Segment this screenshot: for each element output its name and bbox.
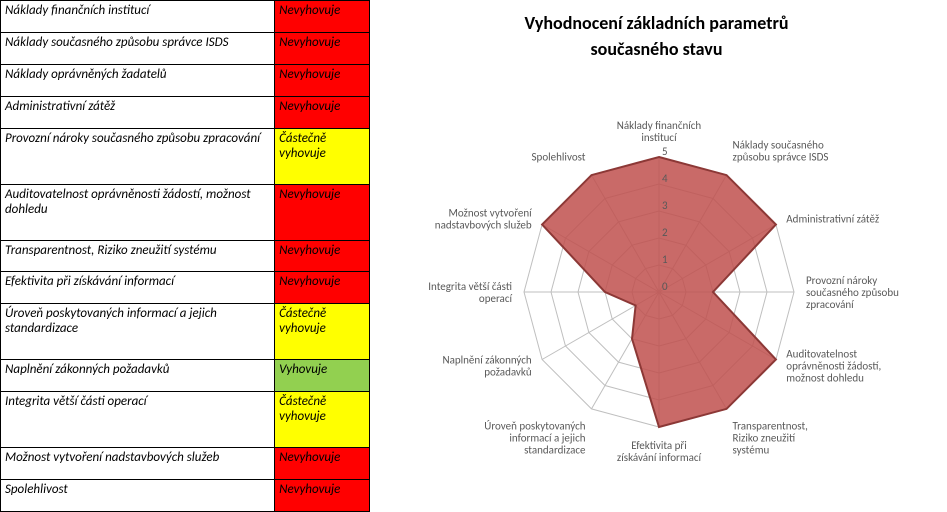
parameter-label: Spolehlivost	[1, 480, 275, 512]
table-row: Možnost vytvoření nadstavbových služebNe…	[1, 448, 370, 480]
table-row: Provozní nároky současného způsobu zprac…	[1, 128, 370, 184]
evaluation-table-body: Náklady finančních institucíNevyhovujeNá…	[1, 1, 370, 512]
status-cell: Nevyhovuje	[275, 32, 370, 64]
radar-tick-label: 1	[662, 253, 668, 266]
chart-title-line2: současného stavu	[374, 38, 939, 60]
radar-axis-label: Náklady současnéhozpůsobu správce ISDS	[733, 139, 829, 164]
status-cell: Částečně vyhovuje	[275, 304, 370, 360]
status-cell: Nevyhovuje	[275, 96, 370, 128]
parameter-label: Náklady oprávněných žadatelů	[1, 64, 275, 96]
status-cell: Nevyhovuje	[275, 448, 370, 480]
parameter-label: Efektivita při získávání informací	[1, 272, 275, 304]
status-cell: Nevyhovuje	[275, 184, 370, 240]
parameter-label: Integrita větší části operací	[1, 392, 275, 448]
parameter-label: Možnost vytvoření nadstavbových služeb	[1, 448, 275, 480]
chart-title-line1: Vyhodnocení základních parametrů	[374, 12, 939, 34]
parameter-label: Administrativní zátěž	[1, 96, 275, 128]
table-row: Auditovatelnost oprávněnosti žádostí, mo…	[1, 184, 370, 240]
table-row: SpolehlivostNevyhovuje	[1, 480, 370, 512]
radar-axis-label: Administrativní zátěž	[786, 213, 880, 226]
table-row: Efektivita při získávání informacíNevyho…	[1, 272, 370, 304]
status-cell: Nevyhovuje	[275, 64, 370, 96]
table-row: Naplnění zákonných požadavkůVyhovuje	[1, 360, 370, 392]
radar-axis-label: Transparentnost,Riziko zneužitísystému	[733, 419, 809, 456]
table-row: Integrita větší části operacíČástečně vy…	[1, 392, 370, 448]
status-cell: Nevyhovuje	[275, 240, 370, 272]
status-cell: Nevyhovuje	[275, 1, 370, 33]
radar-chart: 0 1 2 3 4 5Náklady finančníchinstitucí Náklady…	[374, 62, 939, 512]
evaluation-table: Náklady finančních institucíNevyhovujeNá…	[0, 0, 370, 512]
radar-axis-label: Možnost vytvořenínadstavbových služeb	[435, 207, 532, 232]
chart-panel: Vyhodnocení základních parametrů současn…	[370, 0, 947, 512]
radar-axis-label: Náklady finančníchinstitucí	[617, 119, 702, 144]
status-cell: Částečně vyhovuje	[275, 128, 370, 184]
parameter-label: Náklady finančních institucí	[1, 1, 275, 33]
radar-tick-label: 3	[662, 199, 668, 212]
radar-axis-label: Naplnění zákonnýchpožadavků	[442, 354, 531, 379]
radar-axis-label: Integrita větší částioperací	[428, 280, 512, 305]
parameter-label: Úroveň poskytovaných informací a jejich …	[1, 304, 275, 360]
table-row: Administrativní zátěžNevyhovuje	[1, 96, 370, 128]
table-row: Transparentnost, Riziko zneužití systému…	[1, 240, 370, 272]
radar-axis-label: Spolehlivost	[532, 151, 586, 164]
table-row: Náklady finančních institucíNevyhovuje	[1, 1, 370, 33]
table-row: Úroveň poskytovaných informací a jejich …	[1, 304, 370, 360]
radar-tick-label: 5	[662, 145, 668, 158]
radar-axis-label: Efektivita přizískávání informací	[617, 439, 702, 464]
status-cell: Částečně vyhovuje	[275, 392, 370, 448]
radar-tick-label: 4	[662, 172, 668, 185]
parameter-label: Naplnění zákonných požadavků	[1, 360, 275, 392]
radar-tick-label: 2	[662, 226, 668, 239]
status-cell: Nevyhovuje	[275, 480, 370, 512]
parameter-label: Náklady současného způsobu správce ISDS	[1, 32, 275, 64]
parameter-label: Auditovatelnost oprávněnosti žádostí, mo…	[1, 184, 275, 240]
radar-axis-label: Provozní nárokysoučasného způsobuzpracov…	[806, 274, 899, 311]
table-row: Náklady oprávněných žadatelůNevyhovuje	[1, 64, 370, 96]
radar-axis-label: Auditovatelnostoprávněnosti žádostí,možn…	[786, 348, 881, 385]
status-cell: Vyhovuje	[275, 360, 370, 392]
table-row: Náklady současného způsobu správce ISDSN…	[1, 32, 370, 64]
parameter-label: Transparentnost, Riziko zneužití systému	[1, 240, 275, 272]
radar-tick-label: 0	[662, 280, 668, 293]
parameter-label: Provozní nároky současného způsobu zprac…	[1, 128, 275, 184]
status-cell: Nevyhovuje	[275, 272, 370, 304]
radar-axis-label: Úroveň poskytovanýchinformací a jejichst…	[484, 419, 586, 456]
